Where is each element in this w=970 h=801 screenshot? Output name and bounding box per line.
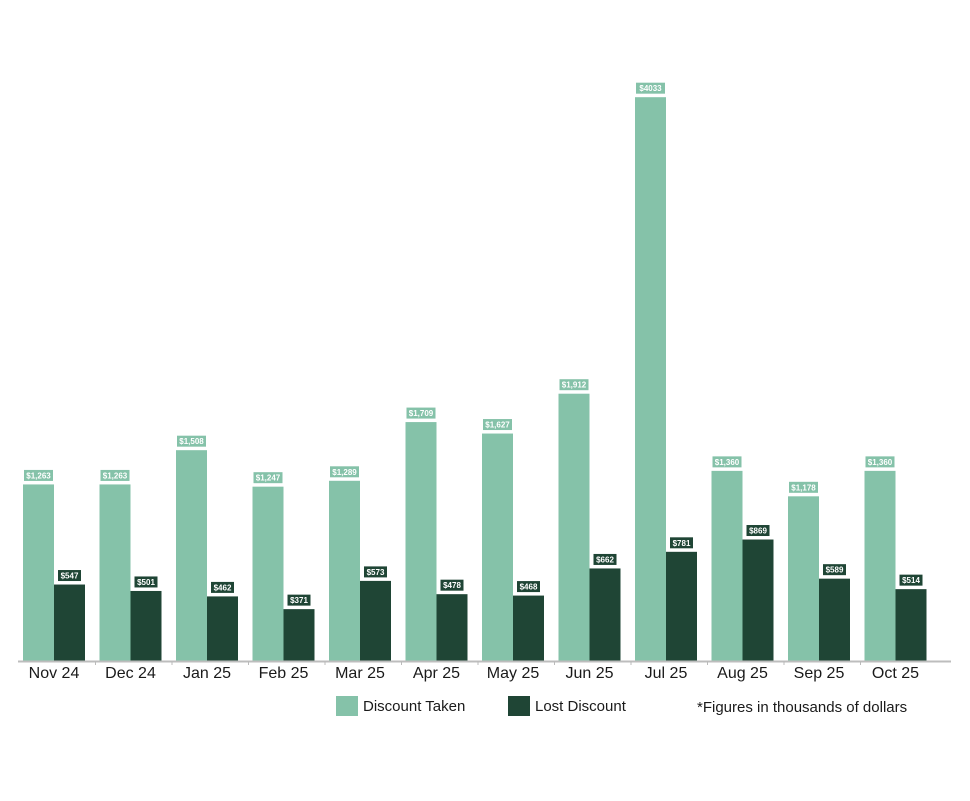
data-label-discount-taken-aug-25: $1,360 [715, 458, 740, 467]
bar-discount-taken-nov-24 [23, 484, 54, 661]
bar-discount-taken-aug-25 [711, 470, 743, 661]
units-note: *Figures in thousands of dollars [697, 699, 907, 716]
bar-lost-discount-feb-25 [283, 609, 315, 661]
data-label-discount-taken-feb-25: $1,247 [256, 474, 281, 483]
x-tick-label-may-25: May 25 [487, 665, 540, 682]
data-label-lost-discount-mar-25: $573 [367, 568, 385, 577]
x-tick-label-mar-25: Mar 25 [335, 665, 385, 682]
x-tick-label-sep-25: Sep 25 [794, 665, 845, 682]
data-label-box-discount-taken-jan-25 [176, 434, 207, 448]
data-label-discount-taken-jan-25: $1,508 [179, 437, 204, 446]
x-tick-label-oct-25: Oct 25 [872, 665, 919, 682]
bar-discount-taken-sep-25 [788, 496, 819, 661]
bar-discount-taken-jan-25 [176, 450, 207, 661]
bar-lost-discount-jul-25 [666, 551, 697, 661]
legend-swatch-lost-discount [508, 696, 530, 716]
data-label-box-lost-discount-sep-25 [822, 563, 847, 577]
data-label-box-lost-discount-mar-25 [363, 565, 388, 579]
x-tick-label-aug-25: Aug 25 [717, 665, 768, 682]
data-label-lost-discount-dec-24: $501 [137, 578, 155, 587]
data-label-lost-discount-apr-25: $478 [443, 581, 461, 590]
data-label-box-discount-taken-mar-25 [329, 465, 360, 479]
data-label-discount-taken-mar-25: $1,289 [332, 468, 357, 477]
x-tick-label-jan-25: Jan 25 [183, 665, 231, 682]
data-label-discount-taken-sep-25: $1,178 [791, 483, 816, 492]
x-axis-ticks: Nov 24 Dec 24 Jan 25 Feb 25 Mar 25 Apr 25 May … [29, 661, 919, 682]
legend-label-lost-discount: Lost Discount [535, 698, 627, 715]
bar-lost-discount-may-25 [513, 595, 544, 661]
data-label-box-lost-discount-aug-25 [745, 524, 771, 538]
data-label-discount-taken-nov-24: $1,263 [26, 471, 51, 480]
bar-discount-taken-apr-25 [405, 422, 437, 661]
data-label-box-lost-discount-nov-24 [57, 569, 82, 583]
data-label-discount-taken-oct-25: $1,360 [868, 458, 893, 467]
x-tick-label-jul-25: Jul 25 [645, 665, 688, 682]
bar-discount-taken-feb-25 [252, 486, 284, 661]
legend-label-discount-taken: Discount Taken [363, 698, 465, 715]
data-label-lost-discount-jan-25: $462 [214, 583, 232, 592]
legend: Discount Taken Lost Discount [336, 696, 627, 716]
bar-discount-taken-may-25 [482, 433, 513, 661]
data-label-lost-discount-oct-25: $514 [902, 576, 920, 585]
data-label-box-lost-discount-jan-25 [210, 580, 235, 594]
data-label-box-discount-taken-jun-25 [558, 378, 590, 392]
bar-lost-discount-jun-25 [589, 568, 621, 661]
bar-lost-discount-apr-25 [436, 594, 468, 661]
data-label-discount-taken-jun-25: $1,912 [562, 381, 587, 390]
data-label-box-discount-taken-feb-25 [252, 471, 284, 485]
x-tick-label-apr-25: Apr 25 [413, 665, 460, 682]
data-label-lost-discount-jul-25: $781 [673, 539, 691, 548]
data-label-box-lost-discount-feb-25 [286, 593, 312, 607]
x-tick-label-nov-24: Nov 24 [29, 665, 80, 682]
bar-lost-discount-jan-25 [207, 596, 238, 661]
data-label-box-lost-discount-dec-24 [133, 575, 159, 589]
data-label-lost-discount-aug-25: $869 [749, 527, 767, 536]
data-label-lost-discount-jun-25: $662 [596, 555, 614, 564]
bar-discount-taken-oct-25 [864, 470, 896, 661]
x-tick-label-dec-24: Dec 24 [105, 665, 156, 682]
data-label-box-discount-taken-aug-25 [711, 455, 743, 469]
bar-lost-discount-sep-25 [819, 578, 850, 661]
data-label-box-discount-taken-nov-24 [23, 468, 54, 482]
x-tick-label-jun-25: Jun 25 [565, 665, 613, 682]
data-labels-layer: $1,263 $547 $1,263 $501 $1,508 $462 $1,247 $371… [23, 81, 924, 607]
data-label-box-discount-taken-sep-25 [788, 480, 819, 494]
data-label-box-lost-discount-apr-25 [439, 578, 465, 592]
data-label-box-lost-discount-oct-25 [898, 573, 924, 587]
data-label-box-discount-taken-dec-24 [99, 468, 131, 482]
data-label-lost-discount-may-25: $468 [520, 583, 538, 592]
data-label-box-discount-taken-oct-25 [864, 455, 896, 469]
data-label-discount-taken-apr-25: $1,709 [409, 409, 434, 418]
bar-lost-discount-oct-25 [895, 589, 927, 661]
bar-lost-discount-dec-24 [130, 590, 162, 661]
data-label-lost-discount-nov-24: $547 [61, 572, 79, 581]
bar-lost-discount-mar-25 [360, 580, 391, 661]
data-label-discount-taken-jul-25: $4033 [639, 84, 662, 93]
bar-discount-taken-dec-24 [99, 484, 131, 661]
data-label-box-discount-taken-jul-25 [635, 81, 666, 95]
data-label-lost-discount-sep-25: $589 [826, 566, 844, 575]
data-label-box-lost-discount-jun-25 [592, 552, 618, 566]
bar-discount-taken-mar-25 [329, 480, 360, 661]
data-label-discount-taken-may-25: $1,627 [485, 421, 510, 430]
legend-swatch-discount-taken [336, 696, 358, 716]
bars-layer [23, 97, 927, 662]
data-label-box-lost-discount-may-25 [516, 580, 541, 594]
bar-lost-discount-aug-25 [742, 539, 774, 661]
data-label-box-discount-taken-apr-25 [405, 406, 437, 420]
bar-lost-discount-nov-24 [54, 584, 85, 661]
data-label-box-lost-discount-jul-25 [669, 536, 694, 550]
x-tick-label-feb-25: Feb 25 [259, 665, 309, 682]
data-label-lost-discount-feb-25: $371 [290, 596, 308, 605]
data-label-discount-taken-dec-24: $1,263 [103, 471, 128, 480]
data-label-box-discount-taken-may-25 [482, 418, 513, 432]
bar-discount-taken-jun-25 [558, 393, 590, 661]
bar-discount-taken-jul-25 [635, 97, 666, 662]
